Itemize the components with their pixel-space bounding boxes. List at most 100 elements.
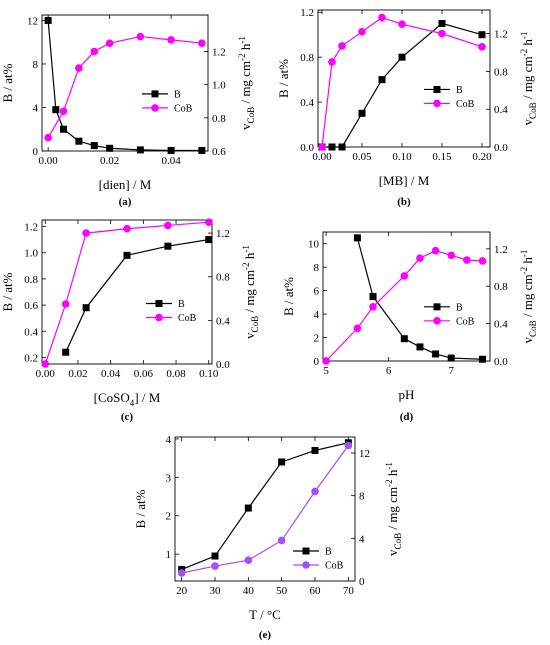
y-right-tick-label: 1.2: [212, 46, 226, 58]
y-right-tick-label: 0.8: [494, 66, 508, 78]
data-point-b: [44, 16, 52, 24]
data-point-cob: [400, 272, 409, 280]
data-point-b: [90, 142, 98, 150]
data-point-cob: [358, 27, 366, 36]
data-point-cob: [164, 221, 172, 230]
data-point-cob: [416, 254, 424, 262]
series-line-cob: [321, 16, 483, 148]
data-point-cob: [338, 42, 346, 50]
x-tick-label: 0.10: [199, 368, 219, 380]
data-point-cob: [369, 302, 377, 311]
data-point-b: [167, 146, 175, 154]
x-tick-label: 0.05: [352, 151, 372, 163]
data-point-b: [311, 446, 319, 454]
y-left-axis-label: B / at%: [0, 272, 15, 311]
y-left-tick-label: 4: [33, 102, 39, 114]
data-point-b: [358, 109, 366, 117]
data-point-b: [75, 137, 83, 145]
data-point-b: [244, 504, 252, 512]
x-tick-label: 0.10: [392, 151, 412, 163]
y-left-tick-label: 4: [166, 434, 172, 446]
legend-marker: [433, 303, 441, 311]
y-right-axis-label: vCoB / mg cm-2 h-1: [237, 36, 256, 130]
y-right-tick-label: 0.8: [212, 113, 226, 125]
plot-frame: [41, 14, 209, 152]
x-axis-label: [MB] / M: [379, 173, 430, 188]
panel-label: (b): [397, 196, 411, 208]
series-line-cob: [47, 35, 202, 139]
y-left-tick-label: 12: [27, 15, 38, 27]
panel-d: 5 6 7 0 2 4 6 8 10 0.0 0.4 0.8 1.2 pH B / at% vCoB / mg…: [281, 231, 538, 423]
data-point-cob: [463, 256, 471, 264]
y-left-tick-label: 2: [166, 511, 172, 523]
x-tick-label: 0.20: [472, 151, 492, 163]
data-point-cob: [431, 246, 440, 255]
y-left-tick-label: 4: [314, 309, 320, 321]
data-point-b: [328, 143, 336, 151]
y-left-tick-label: 2: [314, 333, 320, 345]
y-left-tick-label: 0.6: [24, 300, 38, 312]
legend-marker: [433, 85, 441, 93]
y-left-tick-label: 0.8: [24, 274, 38, 286]
data-point-b: [62, 348, 70, 356]
y-left-tick-label: 0.8: [300, 52, 314, 64]
y-left-tick-label: 10: [308, 239, 320, 251]
data-point-cob: [478, 43, 486, 51]
y-right-tick-label: 12: [359, 448, 370, 460]
y-left-tick-label: 1.0: [24, 248, 38, 260]
data-point-cob: [61, 300, 70, 308]
data-point-cob: [75, 64, 83, 72]
legend-entry-cob: CoB: [325, 561, 344, 572]
data-point-b: [400, 335, 408, 343]
data-point-cob: [167, 36, 175, 44]
legend-entry-b: B: [456, 85, 463, 96]
y-right-tick-label: 0.4: [216, 315, 230, 327]
y-right-tick-label: 0.4: [494, 104, 508, 116]
data-point-b: [52, 106, 60, 114]
x-tick-label: 20: [176, 585, 188, 597]
legend-marker: [302, 547, 310, 555]
x-axis-label: T / °C: [249, 607, 281, 622]
x-tick-label: 0.00: [312, 151, 332, 163]
y-right-tick-label: 0.8: [216, 272, 230, 284]
y-left-axis-label: B / at%: [133, 489, 148, 528]
data-point-b: [205, 236, 213, 244]
data-point-cob: [318, 143, 326, 151]
y-right-axis-label: vCoB / mg cm-2 h-1: [519, 250, 538, 344]
legend-entry-cob: CoB: [456, 99, 475, 110]
y-right-tick-label: 0.0: [494, 356, 508, 368]
y-left-tick-label: 0: [314, 356, 320, 368]
y-right-tick-label: 8: [359, 491, 365, 503]
data-point-b: [432, 350, 440, 358]
y-right-tick-label: 0.8: [494, 281, 508, 293]
data-point-cob: [82, 229, 90, 237]
y-left-tick-label: 8: [314, 262, 320, 274]
x-tick-label: 0.02: [68, 368, 87, 380]
y-left-tick-label: 1.2: [24, 222, 38, 234]
panel-label: (d): [400, 411, 414, 423]
data-point-b: [478, 31, 486, 39]
x-tick-label: 0.04: [161, 155, 181, 167]
data-point-b: [478, 355, 486, 363]
y-right-tick-label: 0.0: [216, 359, 230, 371]
data-point-b: [378, 76, 386, 84]
data-point-cob: [328, 58, 336, 66]
data-point-b: [211, 552, 219, 560]
data-point-cob: [123, 224, 131, 233]
data-point-cob: [59, 107, 68, 115]
data-point-cob: [311, 487, 319, 496]
data-point-cob: [478, 257, 487, 265]
data-point-b: [106, 144, 114, 152]
data-point-cob: [211, 562, 219, 570]
x-tick-label: 5: [323, 365, 329, 377]
data-point-cob: [105, 39, 114, 47]
y-left-tick-label: 6: [314, 286, 320, 298]
panel-c: 0.00 0.02 0.04 0.06 0.08 0.10 0.2 0.4 0.6 0.8 1.0 1…: [0, 218, 260, 423]
x-tick-label: 30: [210, 585, 222, 597]
data-point-cob: [322, 357, 330, 365]
y-right-tick-label: 1.0: [212, 80, 226, 92]
x-tick-label: 0.15: [432, 151, 452, 163]
legend-entry-b: B: [325, 547, 332, 558]
panel-label: (c): [121, 411, 134, 423]
